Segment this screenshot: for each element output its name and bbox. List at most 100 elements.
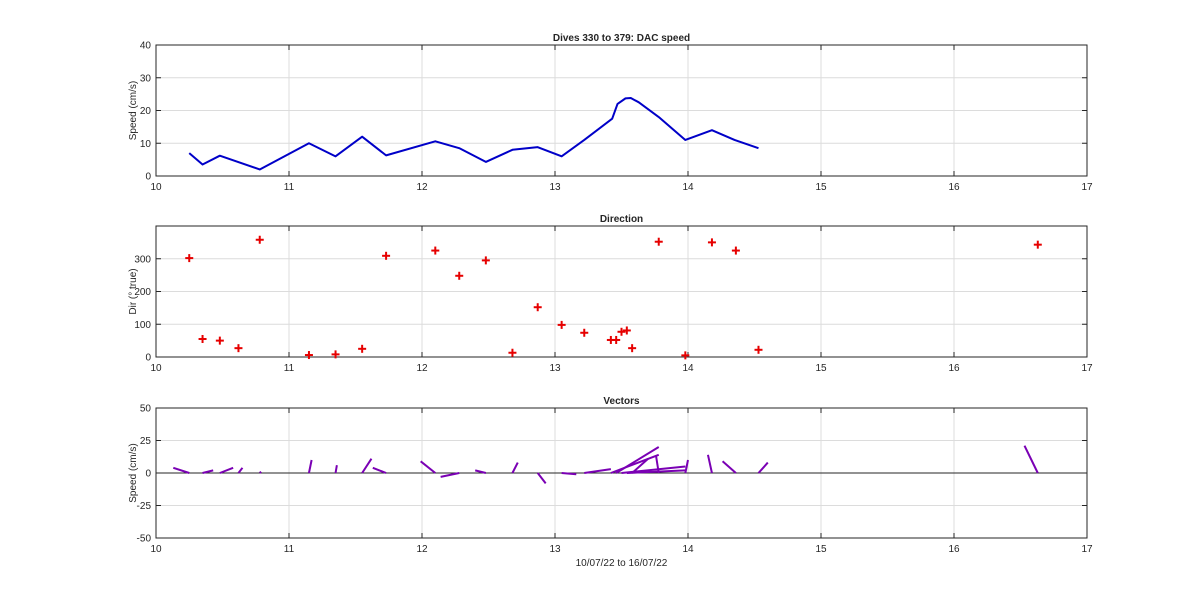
x-tick-label: 11 [284,544,295,555]
direction-point [707,238,716,247]
x-tick-label: 11 [284,363,295,374]
vector-segment [584,468,612,474]
vector-segment [536,472,547,485]
y-tick-label: 20 [140,106,152,117]
vector-segment [219,466,234,474]
x-tick-label: 10 [150,182,162,193]
y-tick-label: 50 [140,404,152,415]
vector-segment [307,459,313,474]
x-tick-label: 13 [549,544,561,555]
vector-segment [610,453,660,474]
x-tick-label: 15 [815,544,827,555]
chart-title: Vectors [603,396,640,407]
vector-segment [684,459,689,474]
vector-segment [561,472,577,476]
x-axis-label: 10/07/22 to 16/07/22 [576,558,668,569]
vector-segment [626,469,686,474]
vector-segment [172,466,190,474]
y-tick-label: 10 [140,139,152,150]
x-tick-label: 14 [682,363,694,374]
x-tick-label: 16 [948,544,960,555]
direction-point [1033,240,1042,249]
vector-segment [655,455,660,474]
direction-point [331,350,340,359]
vector-segment [259,470,262,474]
direction-point [754,345,763,354]
y-tick-label: 0 [145,353,151,364]
y-tick-label: 100 [134,320,151,331]
direction-point [654,237,663,246]
direction-point [557,320,566,329]
direction-point [681,351,690,360]
direction-point [215,336,224,345]
direction-point [255,235,264,244]
direction-point [198,334,207,343]
vector-segment [237,467,244,474]
y-axis-label: Speed (cm/s) [128,81,139,140]
direction-point [185,254,194,263]
x-tick-label: 14 [682,182,694,193]
y-tick-label: -50 [137,534,152,545]
y-tick-label: 30 [140,73,152,84]
vectors-panel: 10 11 12 13 14 15 16 17 50 25 0 -25 -50 Vectors Speed … [128,396,1093,569]
chart-title: Direction [600,214,643,225]
x-tick-label: 17 [1081,363,1093,374]
vector-segment [631,457,649,474]
y-tick-label: 0 [145,172,151,183]
x-tick-label: 16 [948,363,960,374]
direction-point [612,335,621,344]
x-tick-label: 10 [150,363,162,374]
vector-segment [440,472,460,478]
direction-point [622,326,631,335]
y-tick-label: 25 [140,436,152,447]
x-tick-label: 13 [549,363,561,374]
vector-segment [706,454,713,474]
vector-segment [361,458,373,474]
direction-point [617,327,626,336]
vector-segment [615,446,660,474]
y-tick-label: 200 [134,287,151,298]
x-tick-label: 16 [948,182,960,193]
x-tick-label: 17 [1081,544,1093,555]
vector-segment [474,469,487,474]
direction-point [304,351,313,360]
direction-point [234,344,243,353]
direction-point [628,344,637,353]
x-tick-label: 12 [416,182,428,193]
x-tick-label: 15 [815,363,827,374]
x-tick-label: 12 [416,363,428,374]
direction-point [533,303,542,312]
x-tick-label: 14 [682,544,694,555]
speed-line [188,97,759,171]
x-tick-label: 11 [284,182,295,193]
direction-point [431,246,440,255]
y-tick-label: 40 [140,41,152,52]
vector-segment [372,466,387,474]
direction-point [508,348,517,357]
y-axis-label: Speed (cm/s) [128,443,139,502]
vector-segment [757,461,769,474]
direction-point [382,251,391,260]
x-tick-label: 17 [1081,182,1093,193]
vector-segment [202,469,214,474]
x-tick-label: 12 [416,544,428,555]
vector-segment [334,465,338,474]
direction-point [481,256,490,265]
x-tick-label: 15 [815,182,827,193]
direction-point [358,344,367,353]
y-tick-label: -25 [137,501,152,512]
direction-point [455,271,464,280]
x-tick-label: 10 [150,544,162,555]
y-axis-label: Dir (° true) [128,268,139,314]
vector-segment [1023,445,1039,474]
vector-segment [420,460,436,474]
y-tick-label: 300 [134,254,151,265]
x-tick-label: 13 [549,182,561,193]
direction-point [580,328,589,337]
chart-title: Dives 330 to 379: DAC speed [553,33,690,44]
direction-point [731,246,740,255]
